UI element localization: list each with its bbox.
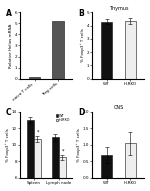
Bar (125, 143, 136, 178)
Bar (59, 157, 66, 191)
Text: *: * (37, 129, 39, 134)
Legend: WT, H₂RKO: WT, H₂RKO (56, 113, 71, 123)
Text: *: * (61, 148, 64, 153)
Bar (34, 139, 41, 191)
Y-axis label: % Foxp3⁺ T cells: % Foxp3⁺ T cells (76, 128, 81, 162)
Title: CNS: CNS (113, 105, 124, 110)
Y-axis label: % Foxp3⁺ T cells: % Foxp3⁺ T cells (6, 128, 10, 162)
Text: D: D (78, 108, 84, 117)
Bar (101, 155, 112, 178)
Bar (29, 77, 40, 79)
Bar (52, 21, 64, 79)
Y-axis label: % Foxp3⁺ T cells: % Foxp3⁺ T cells (80, 29, 85, 62)
Bar (52, 137, 59, 191)
Title: Thymus: Thymus (109, 6, 128, 11)
Bar (101, 22, 112, 79)
Text: A: A (6, 9, 12, 18)
Y-axis label: Relative Helios mRNA: Relative Helios mRNA (9, 23, 13, 68)
Text: B: B (78, 9, 84, 18)
Text: C: C (6, 108, 11, 117)
Bar (27, 120, 34, 191)
Bar (125, 21, 136, 79)
